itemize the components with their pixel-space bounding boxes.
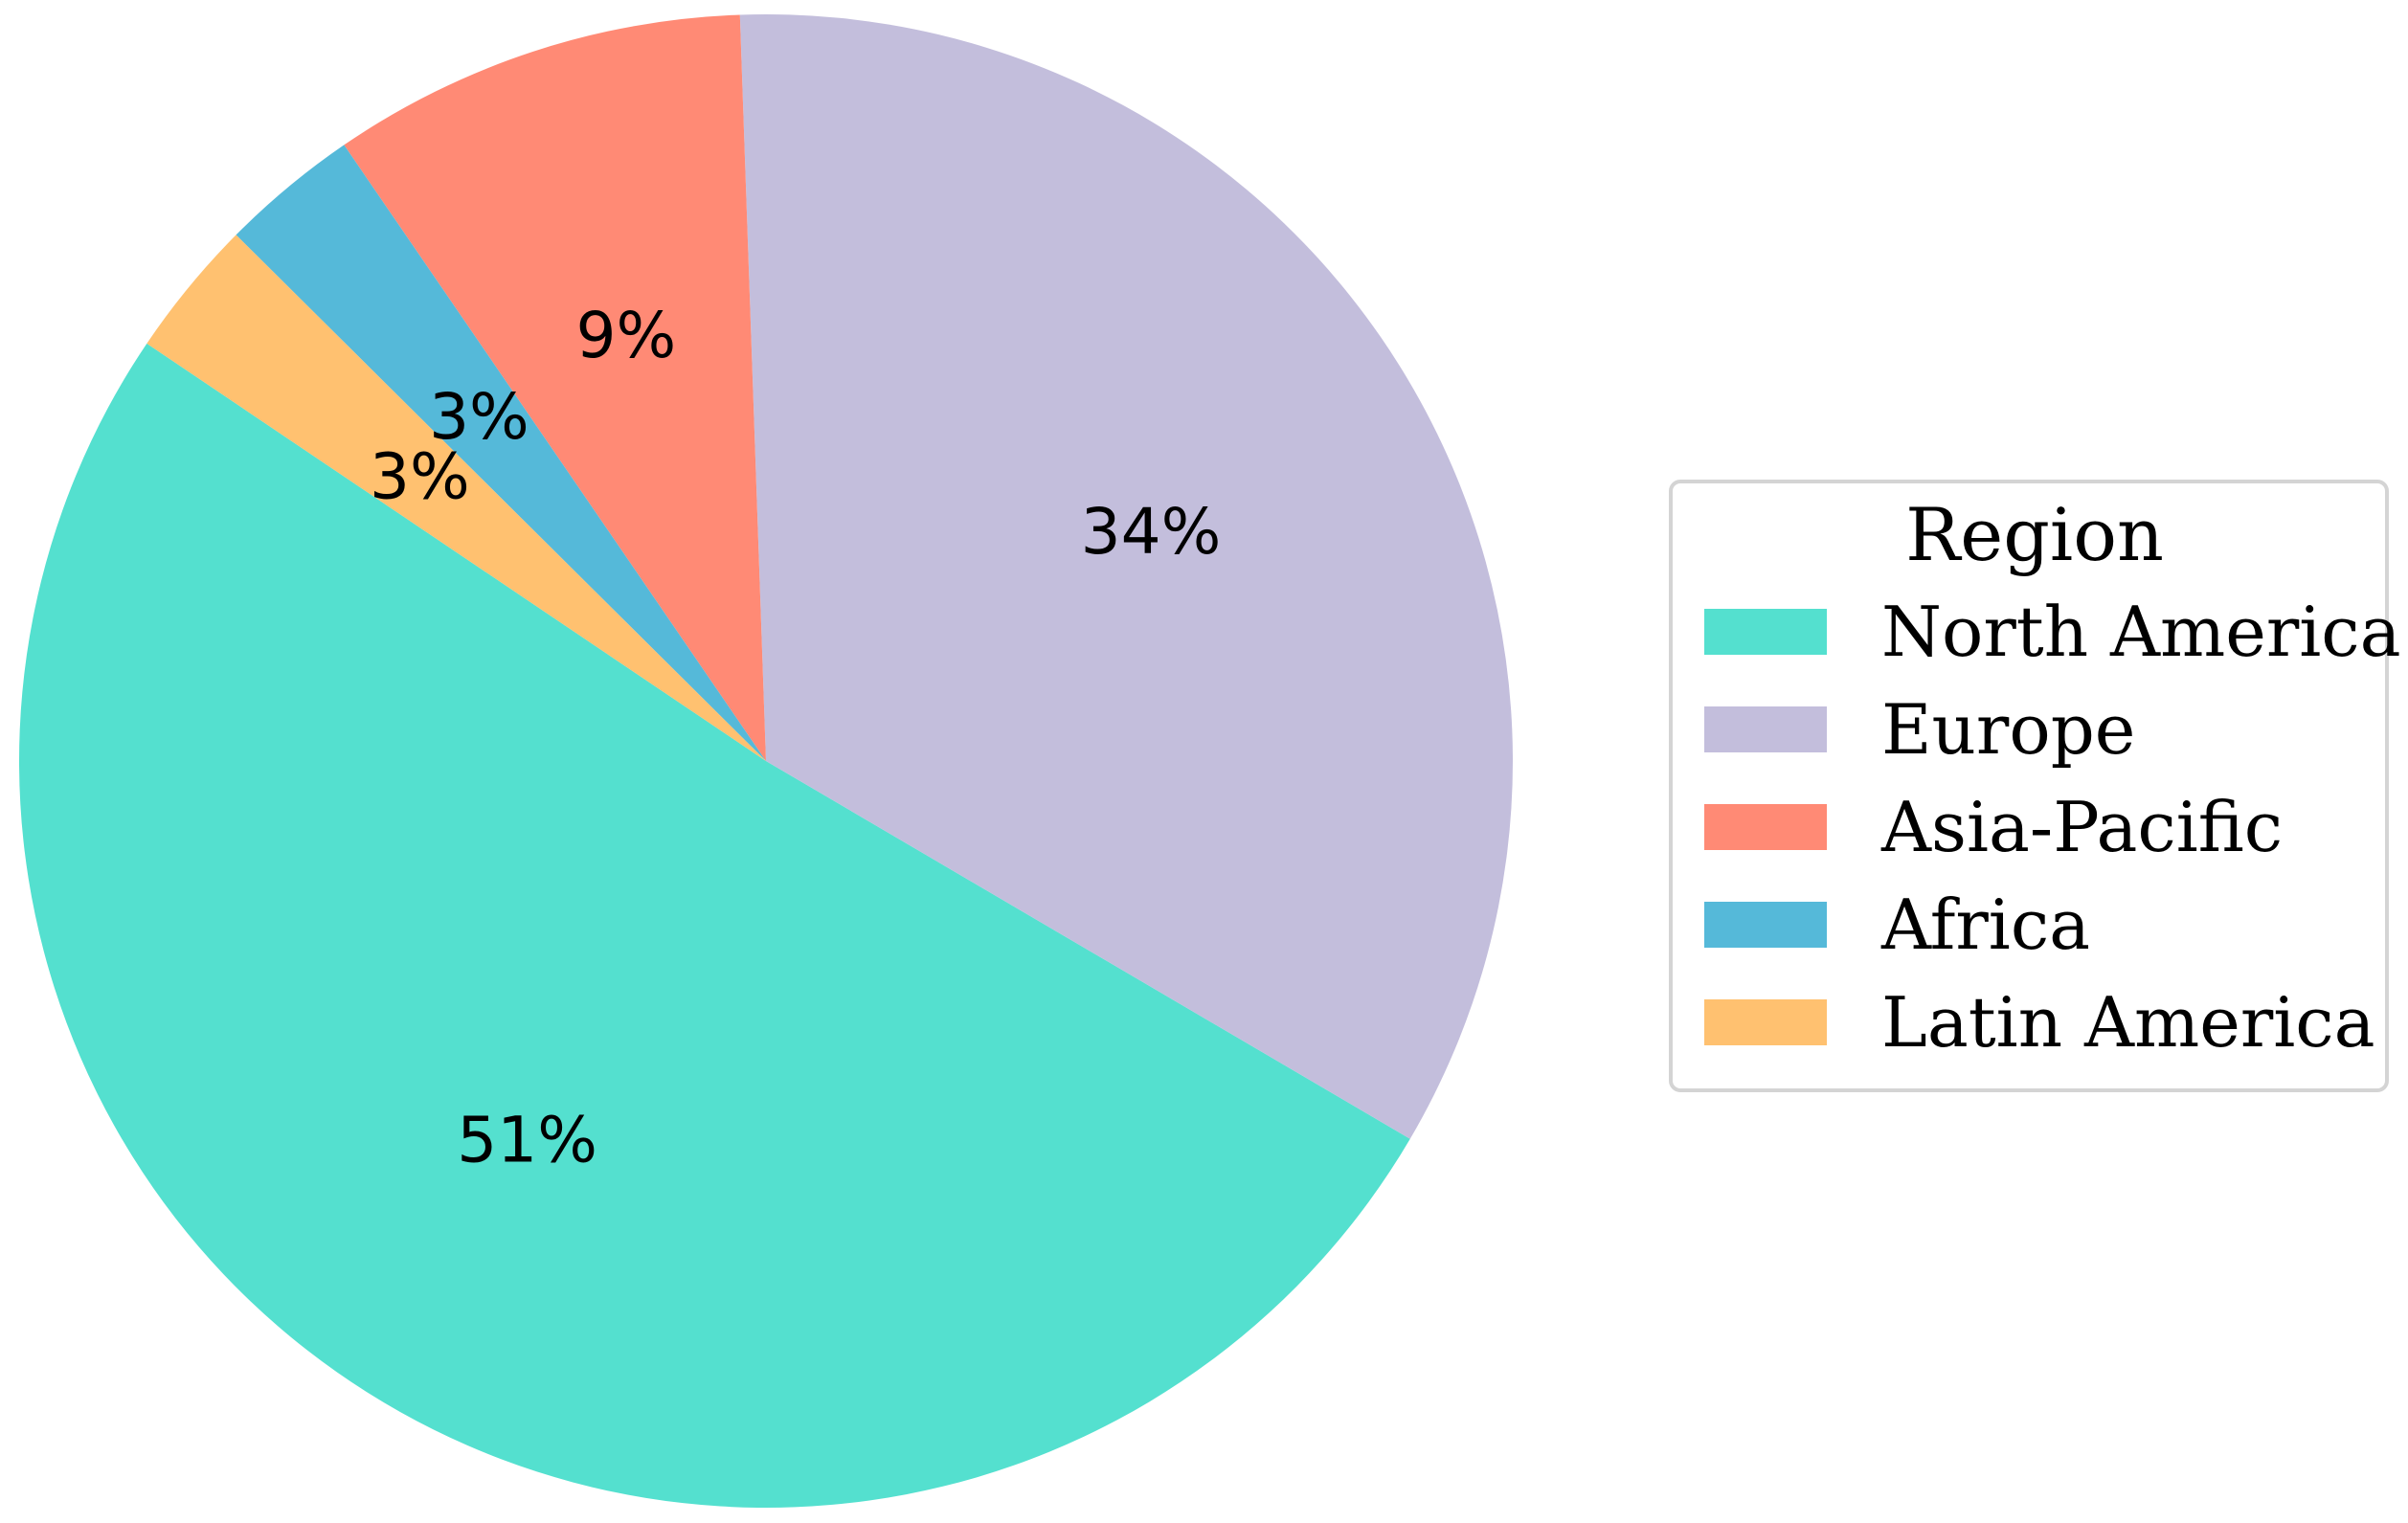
- legend-label-latin-america: Latin America: [1881, 982, 2375, 1063]
- legend-swatch-europe: [1704, 706, 1827, 752]
- pie-label-latin-america: 3%: [370, 439, 470, 513]
- legend-swatch-north-america: [1704, 609, 1827, 655]
- pie-slice-asia-pacific: [344, 14, 766, 761]
- pie-slice-africa: [236, 145, 767, 761]
- legend-items: North America Europe Asia-Pacific Africa Lat…: [1704, 592, 2401, 1063]
- legend-frame: [1669, 480, 2389, 1092]
- pie-slices: [19, 13, 1513, 1508]
- pie-label-asia-pacific: 9%: [575, 299, 676, 372]
- legend: Region North America Europe Asia-Pacific Af…: [1669, 480, 2401, 1092]
- legend-label-africa: Africa: [1880, 885, 2090, 965]
- legend-label-asia-pacific: Asia-Pacific: [1880, 787, 2283, 867]
- legend-label-north-america: North America: [1881, 592, 2401, 672]
- pie-slice-labels: 51% 34% 9% 3%3%: [370, 299, 1221, 1177]
- legend-swatch-asia-pacific: [1704, 804, 1827, 850]
- pie-slice-north-america: [19, 343, 1410, 1508]
- pie-label-europe: 34%: [1081, 495, 1222, 569]
- legend-label-europe: Europe: [1881, 689, 2135, 770]
- legend-title: Region: [1905, 492, 2164, 577]
- pie-slice-latin-america: [146, 235, 766, 761]
- legend-swatch-latin-america: [1704, 999, 1827, 1045]
- legend-swatch-africa: [1704, 902, 1827, 948]
- pie-label-north-america: 51%: [457, 1104, 597, 1177]
- pie-label-africa: 3%: [429, 380, 529, 454]
- pie-slice-europe: [739, 13, 1513, 1139]
